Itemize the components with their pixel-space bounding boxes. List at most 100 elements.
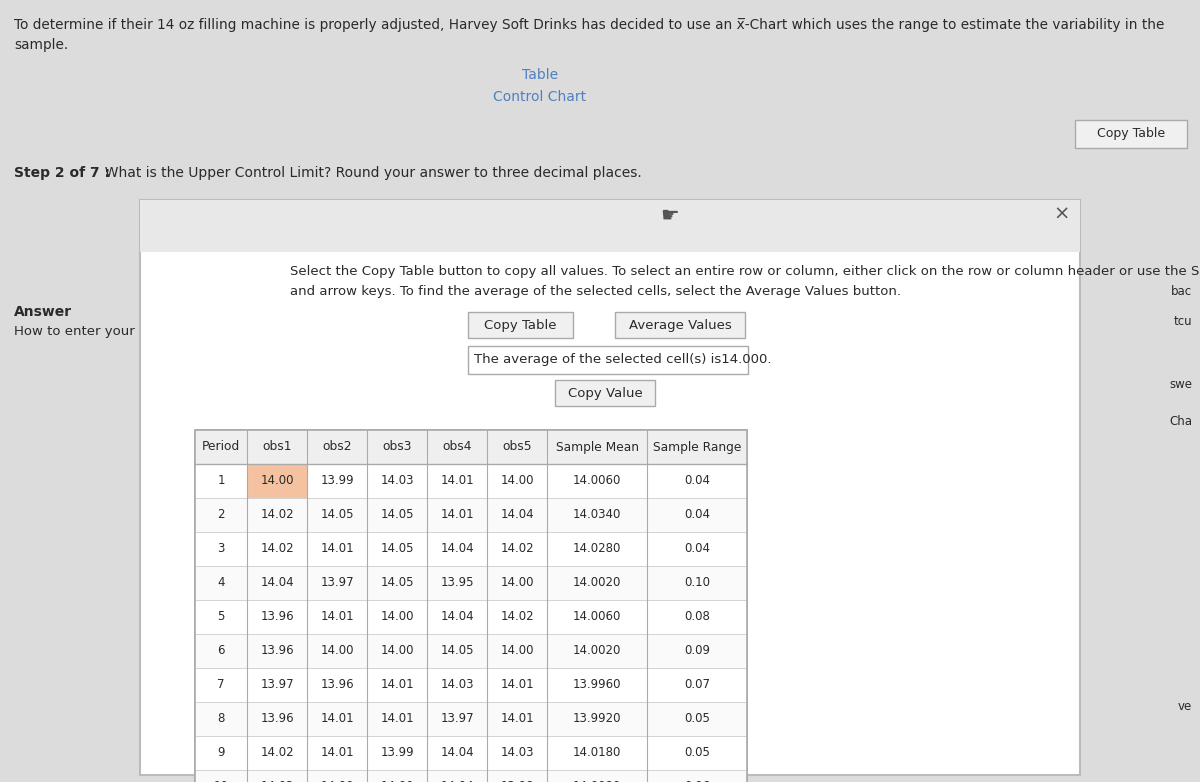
Text: 7: 7 (217, 679, 224, 691)
Text: 8: 8 (217, 712, 224, 726)
Text: 2: 2 (217, 508, 224, 522)
Text: 0.05: 0.05 (684, 712, 710, 726)
Text: Average Values: Average Values (629, 318, 731, 332)
Text: ☛: ☛ (661, 206, 679, 226)
Text: Copy Value: Copy Value (568, 386, 642, 400)
Text: Cha: Cha (1169, 415, 1192, 428)
Text: 14.02: 14.02 (500, 611, 534, 623)
Text: 3: 3 (217, 543, 224, 555)
Text: 14.04: 14.04 (440, 780, 474, 782)
Text: sample.: sample. (14, 38, 68, 52)
Text: 9: 9 (217, 747, 224, 759)
Text: Answer: Answer (14, 305, 72, 319)
Text: 14.03: 14.03 (500, 747, 534, 759)
Text: 6: 6 (217, 644, 224, 658)
Text: 0.06: 0.06 (684, 780, 710, 782)
Text: obs4: obs4 (443, 440, 472, 454)
Text: 14.00: 14.00 (320, 644, 354, 658)
Text: 14.00: 14.00 (500, 576, 534, 590)
Text: 14.02: 14.02 (260, 508, 294, 522)
Text: 14.01: 14.01 (440, 475, 474, 487)
Bar (194, 634, 746, 668)
Text: 14.00: 14.00 (380, 611, 414, 623)
Text: 14.01: 14.01 (500, 679, 534, 691)
Text: obs1: obs1 (263, 440, 292, 454)
Text: 14.04: 14.04 (440, 747, 474, 759)
Text: 14.04: 14.04 (440, 611, 474, 623)
Text: 14.01: 14.01 (380, 712, 414, 726)
Text: 14.01: 14.01 (320, 712, 354, 726)
Bar (468, 346, 748, 374)
Text: 14.0020: 14.0020 (572, 644, 622, 658)
Text: 13.97: 13.97 (260, 679, 294, 691)
Text: 13.98: 13.98 (500, 780, 534, 782)
Bar (194, 668, 746, 702)
Text: Copy Table: Copy Table (485, 318, 557, 332)
Text: 14.05: 14.05 (380, 543, 414, 555)
Text: 13.96: 13.96 (260, 644, 294, 658)
Text: 13.95: 13.95 (440, 576, 474, 590)
Text: 14.02: 14.02 (260, 780, 294, 782)
Text: ve: ve (1177, 700, 1192, 713)
Text: swe: swe (1169, 378, 1192, 391)
Bar (194, 532, 746, 566)
Bar (1075, 120, 1187, 148)
Bar (194, 770, 746, 782)
Text: 14.04: 14.04 (260, 576, 294, 590)
Bar (194, 702, 746, 736)
Text: Select the Copy Table button to copy all values. To select an entire row or colu: Select the Copy Table button to copy all… (290, 265, 1200, 278)
Text: 0.10: 0.10 (684, 576, 710, 590)
Text: 10: 10 (214, 780, 228, 782)
Text: 14.05: 14.05 (320, 508, 354, 522)
Text: 14.00: 14.00 (500, 644, 534, 658)
Text: 14.00: 14.00 (380, 780, 414, 782)
Bar (194, 566, 746, 600)
Text: 14.04: 14.04 (440, 543, 474, 555)
Text: 0.04: 0.04 (684, 475, 710, 487)
Text: 14.00: 14.00 (260, 475, 294, 487)
Text: bac: bac (1171, 285, 1192, 298)
Text: 14.0060: 14.0060 (572, 611, 622, 623)
Bar (140, 200, 1080, 775)
Text: 14.05: 14.05 (380, 576, 414, 590)
Text: 14.0340: 14.0340 (572, 508, 622, 522)
Text: The average of the selected cell(s) is14.000.: The average of the selected cell(s) is14… (474, 353, 772, 367)
Bar (194, 430, 746, 782)
Text: 13.96: 13.96 (320, 679, 354, 691)
Text: 13.96: 13.96 (260, 712, 294, 726)
Text: 13.97: 13.97 (440, 712, 474, 726)
Text: 14.0180: 14.0180 (572, 747, 622, 759)
Bar (194, 464, 746, 498)
Bar (194, 736, 746, 770)
Text: 14.01: 14.01 (440, 508, 474, 522)
Text: 14.00: 14.00 (320, 780, 354, 782)
Text: 13.97: 13.97 (320, 576, 354, 590)
Bar (247, 464, 307, 498)
Text: 14.0280: 14.0280 (572, 543, 622, 555)
Bar (194, 600, 746, 634)
Text: obs3: obs3 (383, 440, 412, 454)
Text: 14.01: 14.01 (320, 747, 354, 759)
Text: 14.05: 14.05 (440, 644, 474, 658)
Text: Sample Range: Sample Range (653, 440, 742, 454)
Text: 14.01: 14.01 (380, 679, 414, 691)
Text: What is the Upper Control Limit? Round your answer to three decimal places.: What is the Upper Control Limit? Round y… (96, 166, 642, 180)
Text: 1: 1 (217, 475, 224, 487)
Text: 14.01: 14.01 (320, 611, 354, 623)
Text: 14.01: 14.01 (320, 543, 354, 555)
Text: and arrow keys. To find the average of the selected cells, select the Average Va: and arrow keys. To find the average of t… (290, 285, 901, 298)
Text: 4: 4 (217, 576, 224, 590)
Text: 14.03: 14.03 (380, 475, 414, 487)
Bar (194, 430, 746, 464)
Text: 14.02: 14.02 (260, 543, 294, 555)
Bar (468, 312, 574, 338)
Text: 0.07: 0.07 (684, 679, 710, 691)
Text: Period: Period (202, 440, 240, 454)
Text: 0.05: 0.05 (684, 747, 710, 759)
Text: 13.99: 13.99 (380, 747, 414, 759)
Bar (194, 498, 746, 532)
Text: 0.04: 0.04 (684, 508, 710, 522)
Text: 0.09: 0.09 (684, 644, 710, 658)
Text: 13.99: 13.99 (320, 475, 354, 487)
Text: Sample Mean: Sample Mean (556, 440, 638, 454)
